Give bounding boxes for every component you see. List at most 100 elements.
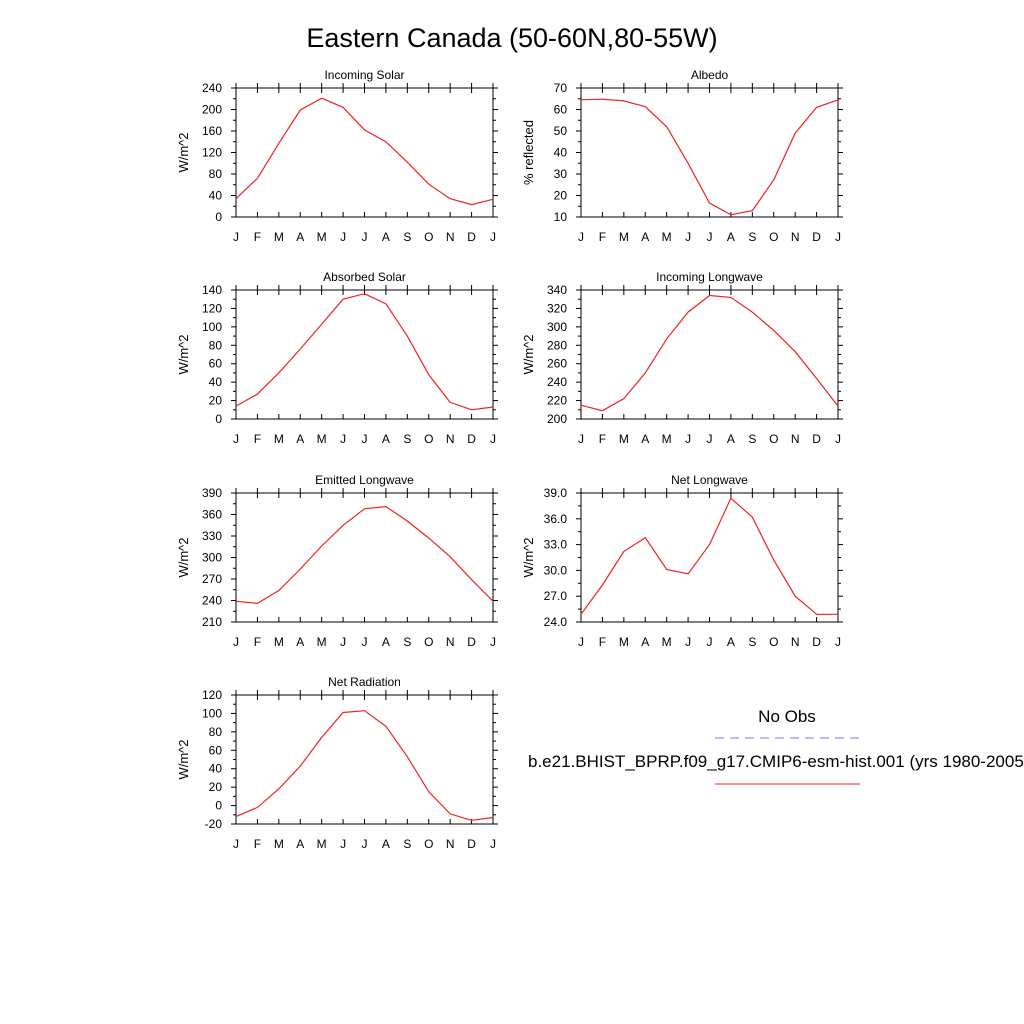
y-tick-label: 0 [215,210,222,224]
y-tick-label: 80 [209,338,223,352]
x-tick-label: O [424,432,433,446]
x-tick-label: J [362,635,368,649]
y-tick-label: 120 [202,146,222,160]
y-tick-label: 280 [547,338,567,352]
x-tick-label: N [791,230,800,244]
y-tick-label: 200 [547,412,567,426]
y-tick-label: 60 [554,103,568,117]
x-tick-label: N [446,635,455,649]
x-tick-label: A [641,635,649,649]
x-tick-label: D [467,837,476,851]
x-tick-label: A [641,432,649,446]
x-tick-label: J [490,635,496,649]
y-tick-label: 320 [547,301,567,315]
x-tick-label: J [490,230,496,244]
y-tick-label: 360 [202,508,222,522]
panel-title-net-radiation: Net Radiation [328,675,401,689]
series-line-albedo [580,98,839,216]
x-tick-label: M [317,230,327,244]
x-tick-label: A [382,230,390,244]
panel-title-net-longwave: Net Longwave [671,473,748,487]
x-tick-label: S [403,432,411,446]
x-tick-label: S [748,635,756,649]
y-axis-label-net-longwave: W/m^2 [521,537,536,577]
panel-title-emitted-longwave: Emitted Longwave [315,473,414,487]
plot-frame-emitted-longwave [235,492,494,623]
x-tick-label: A [296,230,304,244]
x-tick-label: O [769,432,778,446]
x-tick-label: J [835,230,841,244]
series-line-net-radiation [235,710,494,821]
y-tick-label: 120 [202,301,222,315]
x-tick-label: M [317,432,327,446]
x-tick-label: F [599,635,606,649]
x-tick-label: S [403,635,411,649]
x-tick-label: J [707,230,713,244]
x-tick-label: J [340,432,346,446]
legend-model-label: b.e21.BHIST_BPRP.f09_g17.CMIP6-esm-hist.… [528,752,1024,771]
x-tick-label: F [254,635,261,649]
y-axis-label-albedo: % reflected [521,120,536,185]
y-tick-label: 70 [554,81,568,95]
x-tick-label: J [233,635,239,649]
x-tick-label: J [490,432,496,446]
x-tick-label: F [599,230,606,244]
legend-obs-label: No Obs [758,707,816,726]
y-tick-label: 20 [554,189,568,203]
panel-title-absorbed-solar: Absorbed Solar [323,270,406,284]
y-tick-label: 270 [202,572,222,586]
x-tick-label: S [403,837,411,851]
plot-frame-incoming-longwave [580,289,839,420]
y-tick-label: 220 [547,394,567,408]
x-tick-label: A [382,432,390,446]
x-tick-label: J [362,432,368,446]
y-tick-label: 210 [202,615,222,629]
y-axis-label-incoming-solar: W/m^2 [176,132,191,172]
y-tick-label: 10 [554,210,568,224]
x-tick-label: D [467,230,476,244]
x-tick-label: A [296,432,304,446]
y-tick-label: 120 [202,688,222,702]
y-tick-label: 50 [554,124,568,138]
series-line-incoming-longwave [580,294,839,412]
x-tick-label: J [685,635,691,649]
x-tick-label: F [599,432,606,446]
x-tick-label: J [707,432,713,446]
x-tick-label: J [707,635,713,649]
x-tick-label: A [296,635,304,649]
x-tick-label: J [362,837,368,851]
x-tick-label: M [274,837,284,851]
x-tick-label: J [578,432,584,446]
y-tick-label: 100 [202,320,222,334]
x-tick-label: M [274,230,284,244]
x-tick-label: J [340,837,346,851]
x-tick-label: F [254,432,261,446]
x-tick-label: J [835,635,841,649]
y-axis-label-emitted-longwave: W/m^2 [176,537,191,577]
y-tick-label: 200 [202,103,222,117]
x-tick-label: O [424,635,433,649]
y-tick-label: 30 [554,167,568,181]
y-tick-label: 260 [547,357,567,371]
y-tick-label: 340 [547,283,567,297]
x-tick-label: J [233,837,239,851]
x-tick-label: J [233,230,239,244]
x-tick-label: N [791,635,800,649]
x-tick-label: M [662,230,672,244]
x-tick-label: M [619,432,629,446]
y-tick-label: 80 [209,725,223,739]
x-tick-label: J [685,432,691,446]
y-tick-label: 30.0 [544,563,568,577]
plot-frame-incoming-solar [235,87,494,218]
y-tick-label: 60 [209,357,223,371]
x-tick-label: S [748,432,756,446]
x-tick-label: D [812,230,821,244]
series-line-emitted-longwave [235,505,494,605]
x-tick-label: N [446,837,455,851]
